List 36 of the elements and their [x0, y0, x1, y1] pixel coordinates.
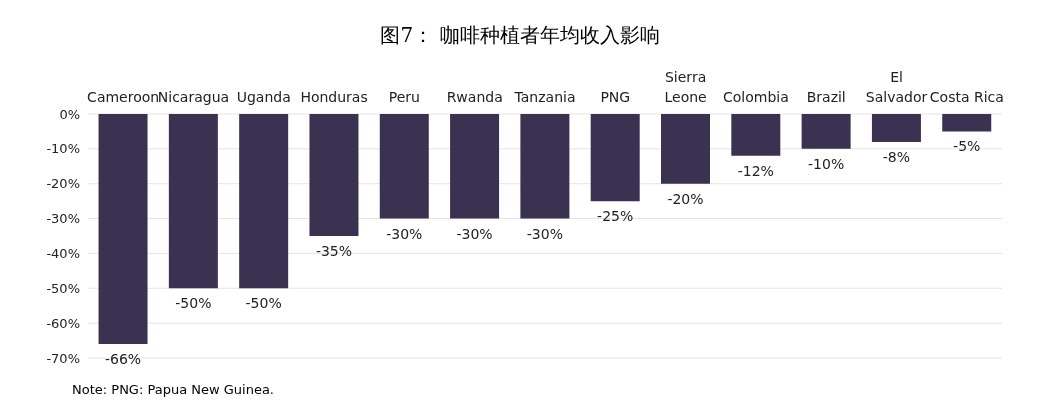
- x-tick-label: Brazil: [806, 89, 846, 105]
- text: Note: PNG: Papua New Guinea.: [72, 382, 274, 397]
- x-tick-label: Peru: [388, 89, 420, 105]
- x-tick-label: Rwanda: [446, 89, 503, 105]
- data-label: -5%: [953, 138, 981, 155]
- data-label: -50%: [175, 295, 212, 312]
- y-tick-label: -70%: [46, 350, 80, 366]
- x-tick-label: Cameroon: [87, 89, 160, 105]
- x-tick-label: Tanzania: [513, 89, 576, 105]
- data-label: -66%: [104, 351, 142, 368]
- y-tick-label: -20%: [46, 176, 80, 192]
- data-label: -25%: [597, 208, 634, 225]
- data-label: -30%: [456, 225, 493, 242]
- data-label: -10%: [808, 155, 845, 172]
- data-label: -50%: [245, 295, 282, 312]
- data-label: -20%: [667, 190, 704, 207]
- x-tick-label: Sierra Leone: [664, 69, 707, 105]
- x-tick-label: Colombia: [723, 89, 789, 105]
- data-label: -35%: [315, 243, 353, 259]
- x-tick-label: El Salvador: [865, 69, 928, 105]
- y-tick-label: -10%: [46, 141, 80, 157]
- data-label: -30%: [386, 225, 423, 242]
- x-tick-label: Nicaragua: [157, 89, 230, 105]
- x-tick-label: Costa Rica: [929, 89, 1004, 105]
- x-tick-label: PNG: [600, 89, 631, 105]
- data-label: -30%: [526, 225, 563, 242]
- data-label: -8%: [882, 148, 911, 165]
- x-tick-label: Honduras: [300, 89, 368, 105]
- x-tick-label: Uganda: [236, 89, 291, 105]
- y-tick-label: 0%: [59, 106, 80, 122]
- y-tick-label: -30%: [46, 211, 80, 227]
- chart-title: 图7： 咖啡种植者年均收入影响: [379, 22, 661, 49]
- y-tick-label: -60%: [46, 315, 80, 331]
- data-label: -12%: [737, 162, 774, 179]
- y-tick-label: -50%: [46, 280, 80, 296]
- y-tick-label: -40%: [46, 246, 80, 262]
